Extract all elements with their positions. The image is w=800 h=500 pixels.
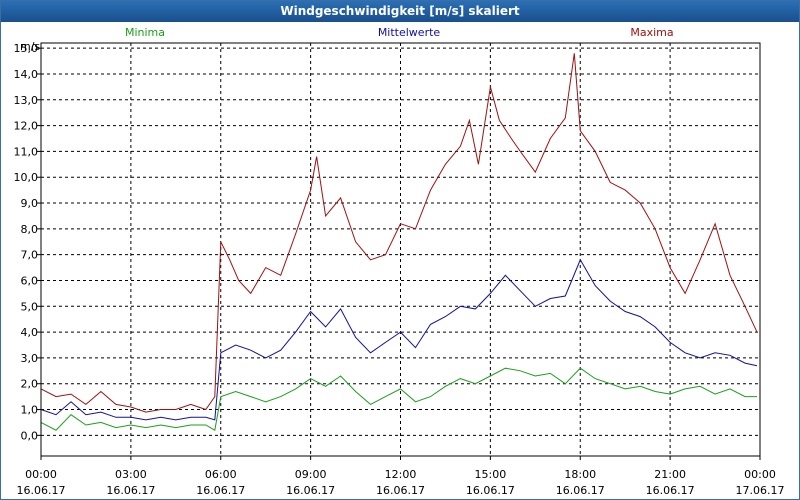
series-line-mittelwerte [40,258,758,421]
y-tick-label: 2,0 [21,378,39,391]
y-tick-label: 5,0 [21,300,39,313]
x-tick-time: 06:00 [205,468,237,481]
x-tick-date: 16.06.17 [646,484,695,497]
y-tick-label: 1,0 [21,404,39,417]
x-tick-date: 16.06.17 [286,484,335,497]
chart-title: Windgeschwindigkeit [m/s] skaliert [1,1,799,22]
legend-maxima: Maxima [630,26,673,39]
x-tick-time: 09:00 [295,468,327,481]
series-line-minima [40,367,757,431]
x-tick-time: 03:00 [115,468,147,481]
y-tick-label: 14,0 [14,68,39,81]
y-tick-label: 10,0 [14,171,39,184]
x-tick-date: 16.06.17 [106,484,155,497]
y-axis-label: m/s [20,40,40,53]
series-line-maxima [40,53,758,413]
y-tick-label: 7,0 [21,249,39,262]
grid [40,43,761,456]
legend-minima: Minima [125,26,165,39]
x-tick-date: 17.06.17 [736,484,785,497]
x-tick-date: 16.06.17 [466,484,515,497]
y-tick-label: 15,0 [14,42,39,55]
x-axis: 00:00 16.06.17 03:00 16.06.17 06:00 16.06.17 0… [17,456,785,497]
y-tick-label: 3,0 [21,352,39,365]
x-tick-time: 21:00 [654,468,686,481]
legend-mittelwerte: Mittelwerte [378,26,441,39]
x-tick-time: 00:00 [744,468,776,481]
y-tick-label: 11,0 [14,145,39,158]
x-tick-date: 16.06.17 [556,484,605,497]
y-tick-label: 9,0 [21,197,39,210]
x-tick-time: 15:00 [475,468,507,481]
y-tick-label: 8,0 [21,223,39,236]
x-tick-date: 16.06.17 [196,484,245,497]
y-tick-label: 0,0 [21,429,39,442]
x-tick-time: 18:00 [564,468,596,481]
x-tick-time: 00:00 [25,468,57,481]
y-axis: 0,0 1,0 2,0 3,0 4,0 5,0 6,0 7,0 8,0 9,0 10,0 11,0 12… [14,42,41,442]
series-layer [40,53,758,431]
y-tick-label: 12,0 [14,120,39,133]
x-tick-date: 16.06.17 [376,484,425,497]
x-tick-time: 12:00 [385,468,417,481]
y-tick-label: 4,0 [21,326,39,339]
y-tick-label: 6,0 [21,274,39,287]
x-tick-date: 16.06.17 [17,484,66,497]
y-tick-label: 13,0 [14,94,39,107]
